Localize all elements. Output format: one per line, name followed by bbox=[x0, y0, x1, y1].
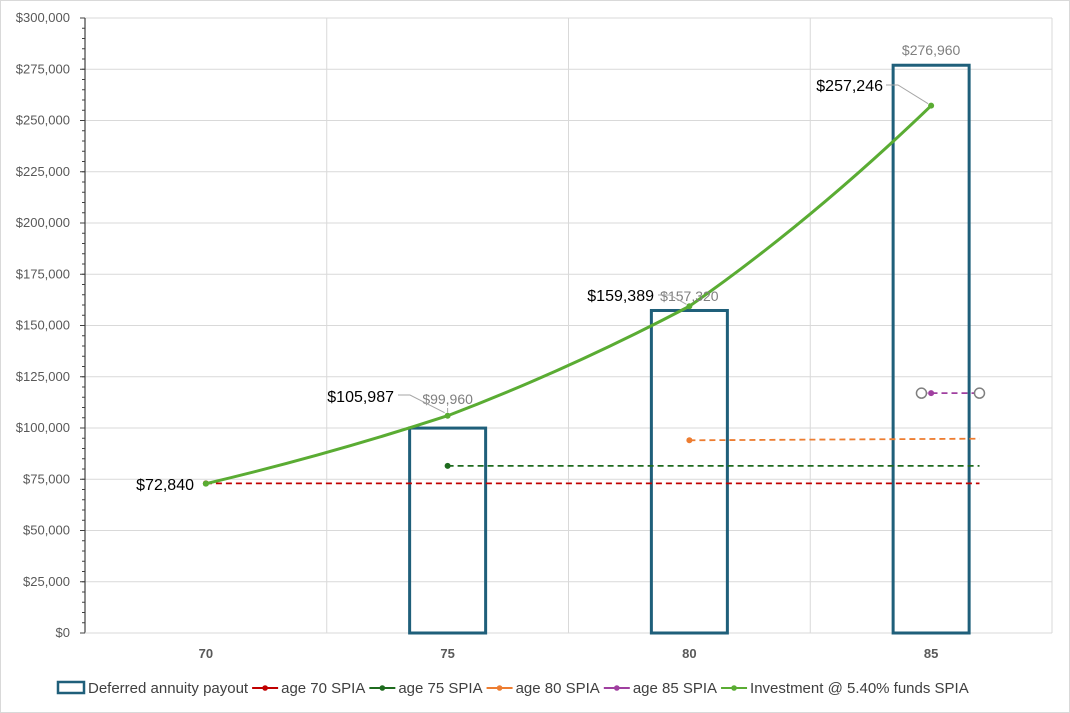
data-labels: $99,960 $157,320 $276,960 $72,840 $105,987 $1… bbox=[136, 42, 960, 494]
y-axis: $0 $25,000 $50,000 $75,000 $100,000 $125,000 $… bbox=[16, 10, 86, 640]
series-point bbox=[444, 462, 451, 469]
y-tick-label: $25,000 bbox=[23, 574, 70, 589]
leader-line bbox=[886, 84, 929, 105]
investment-data-label: $159,389 bbox=[587, 288, 654, 305]
y-tick-label: $125,000 bbox=[16, 369, 70, 384]
legend-marker bbox=[496, 685, 503, 691]
bar-data-label: $157,320 bbox=[660, 288, 719, 304]
legend-label: Investment @ 5.40% funds SPIA bbox=[750, 680, 969, 697]
y-tick-label: $75,000 bbox=[23, 471, 70, 486]
legend-item: age 75 SPIA bbox=[369, 680, 483, 697]
series-point bbox=[686, 437, 693, 444]
gridlines bbox=[85, 17, 1053, 633]
legend-label: Deferred annuity payout bbox=[88, 680, 249, 697]
series-line bbox=[205, 104, 933, 486]
legend-label: age 85 SPIA bbox=[633, 680, 717, 697]
bar bbox=[891, 63, 971, 635]
marker-handle bbox=[915, 387, 928, 399]
y-tick-label: $0 bbox=[56, 625, 70, 640]
legend-marker bbox=[379, 685, 386, 691]
series-point bbox=[202, 480, 209, 487]
legend-item: Deferred annuity payout bbox=[56, 680, 249, 697]
y-tick-label: $50,000 bbox=[23, 523, 70, 538]
legend-marker bbox=[614, 685, 620, 691]
series-point bbox=[444, 412, 451, 419]
legend-swatch bbox=[56, 680, 86, 695]
bar bbox=[408, 426, 488, 635]
legend: Deferred annuity payout age 70 SPIA age 75… bbox=[56, 680, 969, 697]
bar-data-label: $99,960 bbox=[422, 391, 473, 407]
bar-series bbox=[408, 63, 971, 635]
leader-line bbox=[398, 394, 445, 414]
series-investment-5-40-funds-spia bbox=[202, 102, 935, 487]
bar-data-label: $276,960 bbox=[902, 42, 961, 58]
legend-item: age 80 SPIA bbox=[486, 680, 600, 697]
x-tick-label: 75 bbox=[440, 646, 454, 661]
y-tick-label: $300,000 bbox=[16, 10, 70, 25]
y-tick-label: $100,000 bbox=[16, 420, 70, 435]
series-line bbox=[689, 437, 980, 442]
leader-line bbox=[658, 294, 687, 305]
legend-item: age 85 SPIA bbox=[603, 680, 717, 697]
legend-marker bbox=[262, 685, 268, 691]
y-tick-label: $275,000 bbox=[16, 61, 70, 76]
marker-handle bbox=[973, 387, 986, 399]
y-tick-label: $175,000 bbox=[16, 266, 70, 281]
legend-item: age 70 SPIA bbox=[252, 680, 365, 697]
line-series bbox=[202, 102, 986, 487]
x-tick-label: 70 bbox=[199, 646, 213, 661]
series-age-85-spia bbox=[915, 387, 986, 399]
y-tick-label: $200,000 bbox=[16, 215, 70, 230]
legend-item: Investment @ 5.40% funds SPIA bbox=[721, 680, 969, 697]
y-tick-label: $250,000 bbox=[16, 113, 70, 128]
y-tick-label: $150,000 bbox=[16, 318, 70, 333]
series-point bbox=[686, 303, 693, 310]
x-tick-label: 80 bbox=[682, 646, 696, 661]
investment-data-label: $72,840 bbox=[136, 477, 194, 494]
legend-label: age 70 SPIA bbox=[281, 680, 365, 697]
y-tick-label: $225,000 bbox=[16, 164, 70, 179]
legend-label: age 80 SPIA bbox=[516, 680, 600, 697]
legend-label: age 75 SPIA bbox=[398, 680, 482, 697]
investment-data-label: $105,987 bbox=[327, 389, 394, 406]
series-age-75-spia bbox=[444, 462, 980, 469]
investment-data-label: $257,246 bbox=[816, 78, 883, 95]
series-point bbox=[928, 390, 935, 397]
x-tick-label: 85 bbox=[924, 646, 938, 661]
bar bbox=[649, 308, 729, 635]
series-point bbox=[928, 102, 935, 109]
series-age-80-spia bbox=[686, 437, 980, 444]
x-axis: 70 75 80 85 bbox=[85, 632, 1052, 661]
legend-marker bbox=[731, 685, 737, 691]
